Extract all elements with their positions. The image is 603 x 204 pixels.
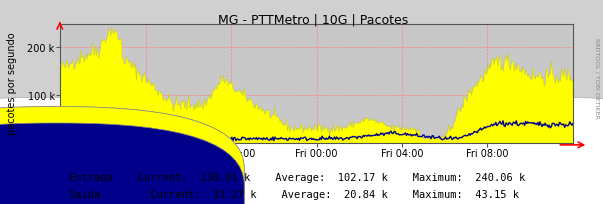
Text: pacotes por segundo: pacotes por segundo — [7, 33, 17, 135]
Text: Entrada    Current:  138.01 k    Average:  102.17 k    Maximum:  240.06 k: Entrada Current: 138.01 k Average: 102.1… — [69, 173, 526, 182]
Text: RRDTOOL / TOBI OETIKER: RRDTOOL / TOBI OETIKER — [595, 37, 600, 118]
Text: Saida        Current:  33.27 k    Average:  20.84 k    Maximum:  43.15 k: Saida Current: 33.27 k Average: 20.84 k … — [69, 189, 519, 199]
Text: MG - PTTMetro | 10G | Pacotes: MG - PTTMetro | 10G | Pacotes — [218, 13, 409, 26]
